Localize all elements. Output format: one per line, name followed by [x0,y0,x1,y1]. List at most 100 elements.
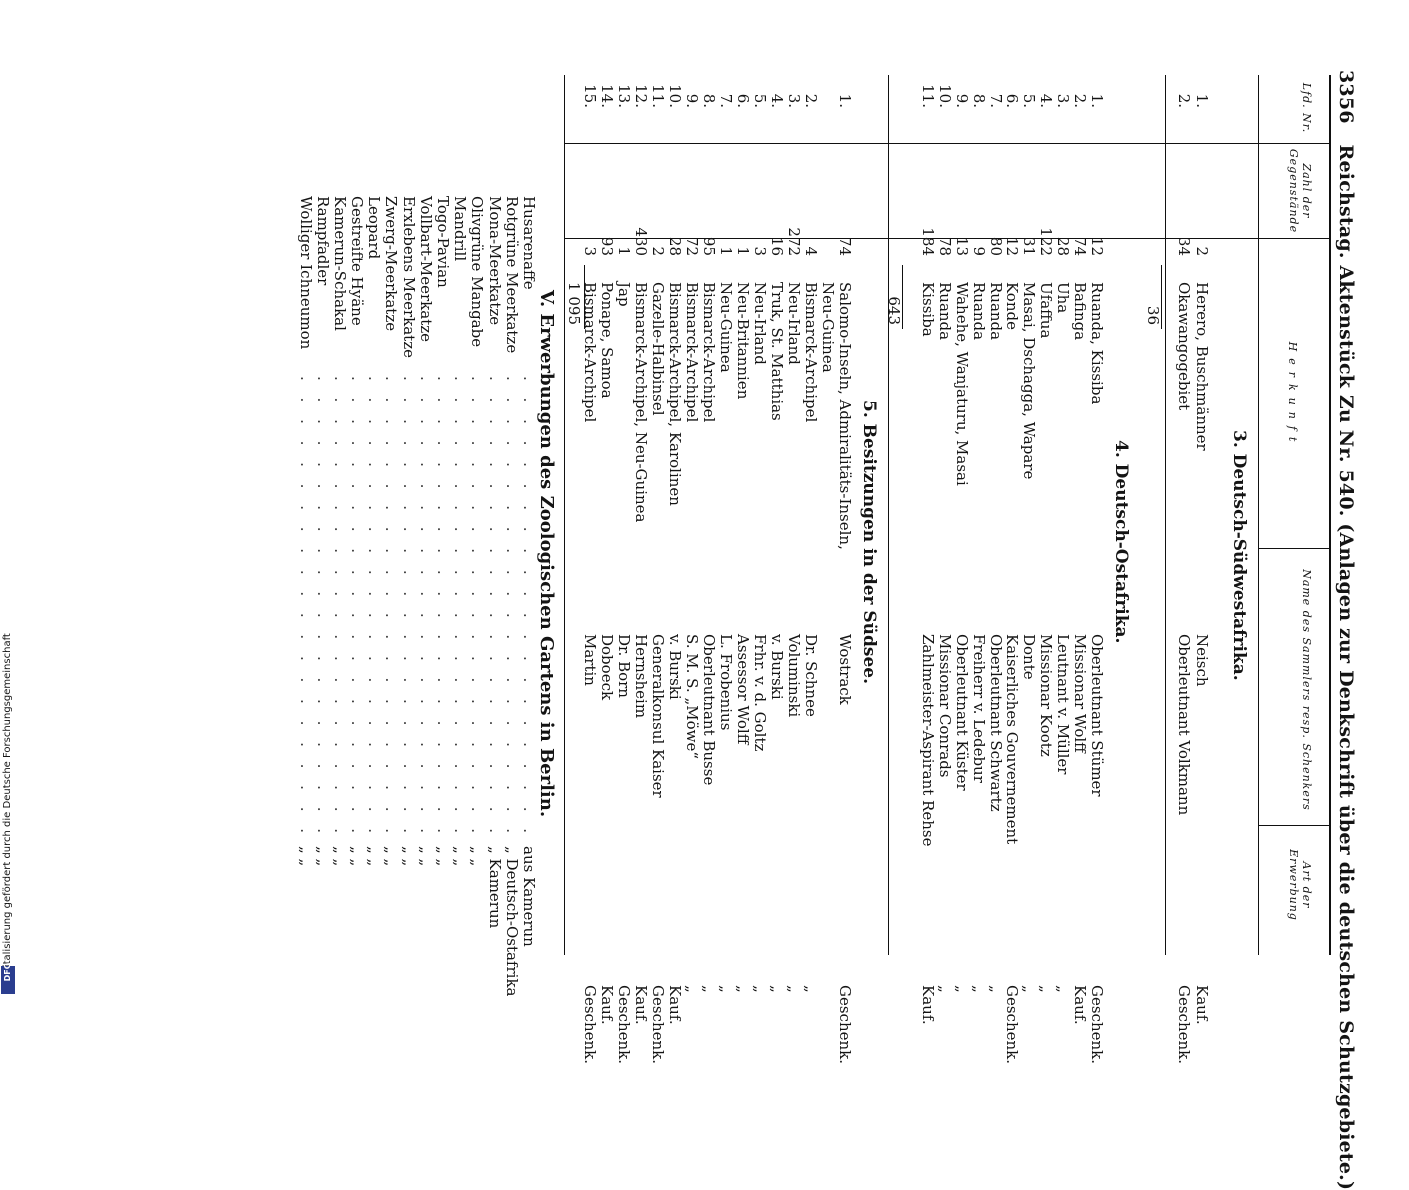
leader-dots: . . . . . . . . . . . . . . . . . . . . … [468,376,486,836]
table-row: 5. 31 Masai, Dschagga, Wapare Donte „ [1020,60,1039,993]
cell-herkunft: Ufaffua [1037,282,1056,339]
cell-nr: 4. [1037,93,1056,108]
cell-herkunft: Neu-Irland [785,282,803,365]
cell-art: Kauf. [666,985,684,1025]
zoo-acquisitions-list: Husarenaffe . . . . . . . . . . . . . . .… [296,196,538,996]
page-title: Reichstag. Aktenstück Zu Nr. 540. (Anlag… [1335,144,1357,1190]
cell-art: „ [717,985,735,993]
column-header-nr: Lfd. Nr. [1300,82,1313,134]
list-item: Rampfadler . . . . . . . . . . . . . . . … [313,196,332,956]
cell-nr: 3. [1054,93,1073,108]
list-item: Gestreifte Hyäne . . . . . . . . . . . . … [348,196,367,956]
cell-name: Neisch [1193,634,1211,687]
cell-name: Oberleutnant Volkmann [1175,634,1194,816]
cell-name: Doboeck [598,634,616,701]
cell-herkunft: Neu-Guinea [819,282,837,373]
cell-art: Kauf. [598,985,616,1025]
table-row: 11. 184 Kissiba Zahlmeister-Aspirant Rehse K… [919,60,937,1024]
section-rule-1 [1165,75,1166,955]
cell-herkunft: Bismarck-Archipel, Neu-Guinea [632,282,650,523]
cell-herkunft: Salomo-Inseln, Admiralitäts-Inseln, [836,282,854,550]
section-sum-suedsee: 1 095 [565,282,583,325]
leader-dots: . . . . . . . . . . . . . . . . . . . . … [520,376,537,836]
dfg-logo: DFG [1,963,15,994]
table-row: 3. 272 Neu-Irland Voluminski „ [785,60,803,993]
cell-zahl: 272 [785,227,803,256]
cell-zahl: 2 [649,246,667,256]
cell-art: Geschenk. [581,985,599,1065]
cell-nr: 4. [768,93,786,108]
table-row: 8. 9 Ruanda Freiherr v. Ledebur „ [970,60,988,993]
cell-name: Hernsheim [632,634,650,719]
cell-zahl: 95 [700,236,718,256]
table-row: 10. 28 Bismarck-Archipel, Karolinen v. Burs… [666,60,684,1024]
cell-nr: 10. [935,84,954,108]
column-header-herkunft: Herkunft [1286,341,1299,449]
cell-name: Voluminski [785,634,803,718]
cell-herkunft: Neu-Britannien [734,282,752,400]
cell-herkunft: Kissiba [919,282,937,337]
cell-nr: 1. [1193,93,1211,108]
document-page: 3356 Reichstag. Aktenstück Zu Nr. 540. (… [296,60,1357,1190]
cell-nr: 1. [1088,93,1106,108]
cell-name: Oberleutnant Stümer [1088,634,1106,797]
cell-zahl: 78 [935,236,954,256]
animal-name: Togo-Pavian [434,196,453,288]
cell-herkunft: Truk, St. Matthias [768,282,786,421]
cell-zahl: 34 [1175,236,1194,256]
animal-origin: „ „ [348,846,367,867]
section-sum-suedwestafrika: 36 [1144,305,1162,325]
top-rule [1329,75,1331,955]
section-title-ostafrika: 4. Deutsch-Ostafrika. [1111,440,1131,644]
table-row: 6. 12 Konde Kaiserliches Gouvernement Gesche… [1004,60,1022,1064]
cell-name: Freiherr v. Ledebur [969,634,988,783]
cell-nr: 9. [952,93,971,108]
cell-zahl: 430 [632,227,650,256]
cell-name: v. Burski [768,634,786,700]
cell-art: Geschenk. [649,985,667,1065]
leader-dots: . . . . . . . . . . . . . . . . . . . . … [502,376,520,836]
table-row: 6. 1 Neu-Britannien Assessor Wolff „ [734,60,752,993]
cell-nr: 11. [919,84,937,108]
leader-dots: . . . . . . . . . . . . . . . . . . . . … [365,376,383,836]
table-row: 9. 72 Bismarck-Archipel S. M. S. „Möwe“ „ [683,60,701,993]
animal-name: Wolliger Ichneumon [296,196,315,350]
table-row: 7. 1 Neu-Guinea L. Frobenius „ [717,60,735,993]
cell-name: Missionar Conrads [935,634,954,778]
cell-nr: 2. [1071,93,1090,108]
cell-art: „ [785,985,803,993]
cell-art: „ [802,985,820,993]
list-item: Husarenaffe . . . . . . . . . . . . . . .… [520,196,538,956]
cell-zahl: 28 [1054,236,1073,256]
cell-zahl: 74 [836,236,854,256]
cell-name: Leutnant v. Müller [1054,634,1073,775]
table-row: 4. 16 Truk, St. Matthias v. Burski „ [768,60,786,993]
animal-origin: „ „ [313,846,332,867]
cell-art: Geschenk. [615,985,633,1065]
cell-herkunft: Bismarck-Archipel, Karolinen [666,282,684,506]
cell-name: Missionar Kootz [1037,634,1056,757]
cell-herkunft: Bismarck-Archipel [683,282,701,423]
list-item: Kamerun-Schakal . . . . . . . . . . . . .… [330,196,349,956]
cell-nr: 14. [598,84,616,108]
cell-herkunft: Bismarck-Archipel [802,282,820,423]
cell-art: Geschenk. [1175,985,1194,1065]
cell-name: Dr. Born [615,634,633,698]
cell-art: Geschenk. [1003,985,1022,1065]
dfg-logo-text: DFG [3,962,12,982]
sum-rule-suedsee [584,265,585,329]
section-rule-2 [888,75,889,955]
cell-art: „ [952,985,971,993]
cell-art: „ [700,985,718,993]
cell-herkunft: Neu-Irland [751,282,769,365]
column-header-zahl: Zahl der Gegenstände [1287,148,1313,234]
animal-origin: „ „ [330,846,349,867]
animal-origin: aus Kamerun [520,846,538,947]
animal-name: Rotgrüne Meerkatze [502,196,521,354]
table-row: 8. 95 Bismarck-Archipel Oberleutnant Busse „ [700,60,718,993]
leader-dots: . . . . . . . . . . . . . . . . . . . . … [399,376,417,836]
digitization-footer: Digitalisierung gefördert durch die Deut… [1,604,15,994]
cell-zahl: 122 [1037,227,1056,256]
cell-herkunft: Masai, Dschagga, Wapare [1020,282,1039,480]
table-row: 7. 80 Ruanda Oberleutnant Schwartz „ [987,60,1005,993]
